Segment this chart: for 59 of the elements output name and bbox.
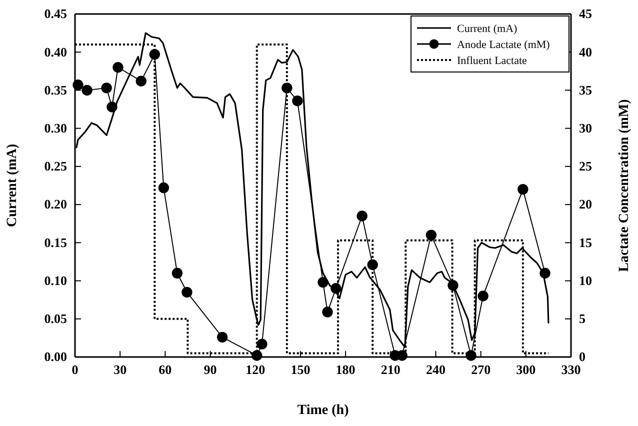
y2-tick-label: 35 [579,82,592,98]
y-tick-label: 0.20 [44,196,67,212]
y-tick-label: 0.05 [44,311,68,326]
point [478,290,488,302]
y2-axis-title: Lactate Concentration (mM) [617,98,632,272]
x-axis-title: Time (h) [297,403,350,418]
point [356,210,368,222]
point [182,286,192,298]
legend-label: Anode Lactate (mM) [457,39,550,51]
point [72,80,84,90]
y-tick-label: 0.25 [44,158,68,174]
x-tick-label: 330 [561,362,581,378]
y2-tick-label: 15 [579,234,592,250]
point [322,306,333,318]
point [172,268,183,278]
x-tick-label: 240 [426,362,446,378]
x-tick-label: 210 [380,362,400,378]
point [256,338,268,350]
x-tick-label: 30 [114,362,127,378]
y2-tick-label: 0 [579,349,586,364]
y-tick-label: 0.45 [44,6,68,22]
y2-tick-label: 45 [579,6,592,22]
point [448,280,458,291]
y2-tick-label: 40 [579,44,592,60]
point [540,268,550,278]
y-tick-label: 0.10 [44,272,67,288]
y2-tick-label: 10 [579,272,592,288]
point [216,332,228,343]
x-tick-label: 90 [204,362,217,378]
x-tick-label: 300 [516,362,536,378]
x-tick-label: 150 [290,362,310,378]
point [158,182,170,194]
point [518,184,528,195]
y2-tick-label: 30 [579,120,592,136]
point [318,276,328,288]
y-tick-label: 0.40 [44,44,67,60]
x-tick-label: 180 [336,362,356,378]
y2-tick-label: 5 [579,311,586,326]
point [112,62,124,73]
point [252,350,262,361]
x-tick-label: 0 [72,362,78,378]
y-axis-title: Current (mA) [5,144,20,228]
legend-label: Current (mA) [457,23,518,35]
y-tick-label: 0.35 [44,82,68,98]
point [106,102,118,112]
point [292,96,303,106]
legend-label: Influent Lactate [457,55,528,67]
point [136,76,146,86]
y-tick-label: 0.15 [44,234,68,250]
x-tick-label: 120 [246,362,266,378]
point [82,84,92,96]
x-tick-label: 270 [471,362,491,378]
x-tick-label: 60 [158,362,172,378]
y2-tick-label: 20 [579,196,592,212]
y-tick-label: 0.30 [44,120,67,136]
y2-tick-label: 25 [579,158,592,174]
y-tick-label: 0.00 [44,349,67,364]
point [101,82,112,94]
point [426,230,437,240]
